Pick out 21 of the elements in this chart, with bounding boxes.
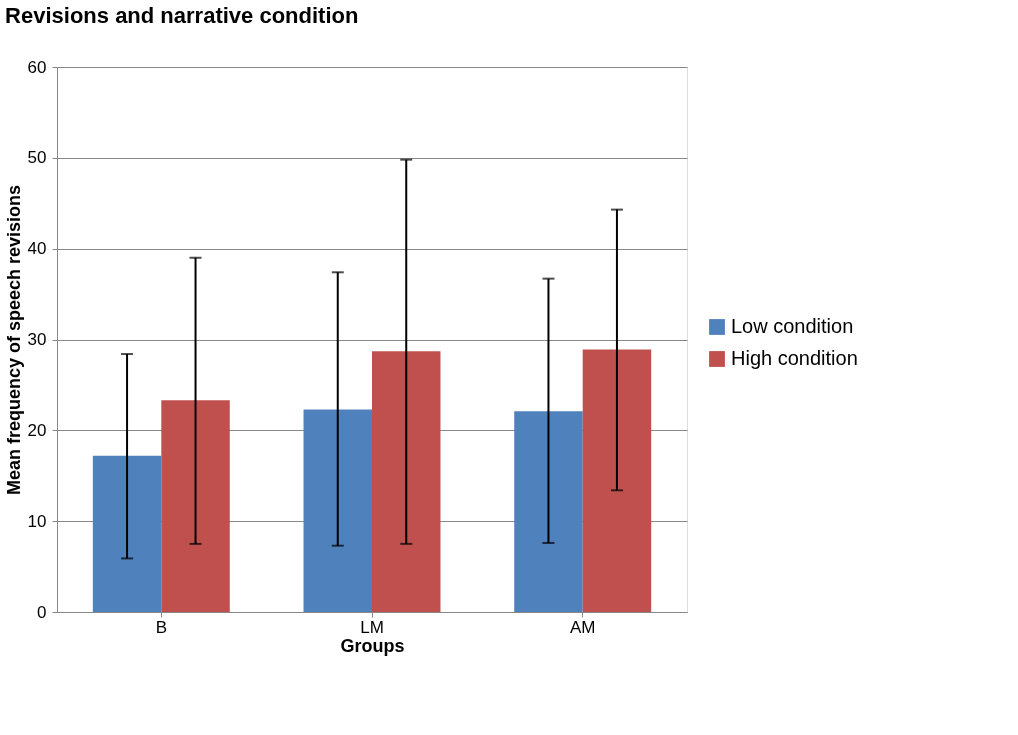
x-axis-title: Groups: [340, 635, 405, 656]
legend-label: High condition: [731, 347, 858, 369]
y-tick-label: 60: [27, 57, 47, 77]
x-tick-label: LM: [360, 617, 384, 637]
bar: [372, 351, 441, 612]
legend-label: Low condition: [731, 315, 854, 337]
chart-title: Revisions and narrative condition: [5, 3, 359, 28]
y-tick-label: 20: [27, 420, 47, 440]
y-axis-title: Mean frequency of speech revisions: [3, 184, 24, 496]
x-tick-label: AM: [569, 617, 596, 637]
y-tick-label: 40: [27, 239, 47, 259]
bar: [161, 400, 230, 612]
bar: [514, 411, 583, 612]
y-tick-label: 0: [37, 602, 47, 622]
y-tick-label: 10: [27, 511, 47, 531]
bar: [303, 409, 372, 612]
x-tick-label: B: [155, 617, 167, 637]
bar: [92, 455, 162, 612]
y-tick-label: 30: [27, 330, 47, 349]
bar: [582, 349, 652, 612]
y-tick-label: 50: [27, 148, 47, 168]
